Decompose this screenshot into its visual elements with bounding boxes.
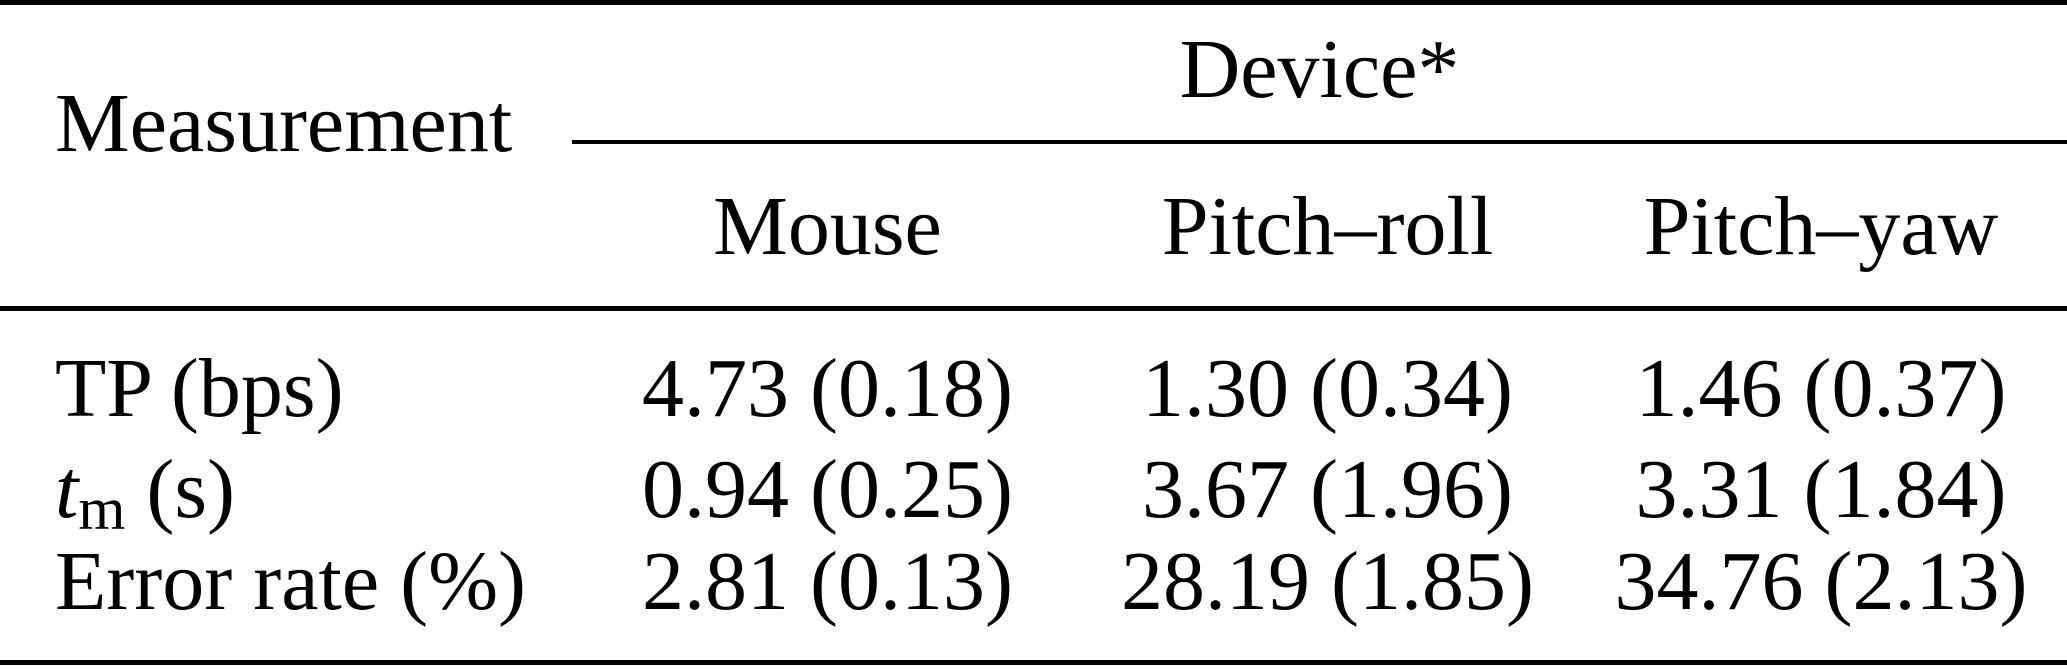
movement-time-variable: t [55, 443, 79, 536]
table-header-rule [0, 306, 2067, 311]
tp-mouse-value: 4.73 (0.18) [642, 342, 1013, 435]
error-rate-pitch-yaw-value: 34.76 (2.13) [1614, 535, 2028, 628]
device-group-underline-rule [572, 140, 2067, 144]
movement-time-unit: (s) [125, 443, 236, 536]
movement-time-pitch-roll-value: 3.67 (1.96) [1142, 443, 1513, 536]
table-top-rule [0, 0, 2067, 5]
error-rate-mouse-value: 2.81 (0.13) [642, 535, 1013, 628]
subheader-spacer [0, 172, 575, 282]
column-header-mouse: Mouse [713, 180, 942, 273]
tp-pitch-roll-value: 1.30 (0.34) [1142, 342, 1513, 435]
column-header-pitch-yaw: Pitch–yaw [1643, 180, 1999, 273]
row-label-error-rate: Error rate (%) [55, 535, 527, 628]
device-subheader-row: Mouse Pitch–roll Pitch–yaw [0, 172, 2067, 282]
table-row-movement-time: tm (s) 0.94 (0.25) 3.67 (1.96) 3.31 (1.8… [0, 435, 2067, 545]
error-rate-pitch-roll-value: 28.19 (1.85) [1121, 535, 1534, 628]
column-header-pitch-roll: Pitch–roll [1161, 180, 1494, 273]
table-row-error-rate: Error rate (%) 2.81 (0.13) 28.19 (1.85) … [0, 527, 2067, 637]
row-label-movement-time: tm (s) [0, 435, 575, 545]
device-group-header: Device* [1179, 23, 1460, 116]
movement-time-pitch-yaw-value: 3.31 (1.84) [1635, 443, 2007, 536]
movement-time-subscript: m [78, 476, 126, 544]
table-row-tp: TP (bps) 4.73 (0.18) 1.30 (0.34) 1.46 (0… [0, 334, 2067, 444]
measurement-column-header: Measurement [55, 77, 513, 170]
row-label-tp: TP (bps) [55, 342, 344, 435]
movement-time-mouse-value: 0.94 (0.25) [642, 443, 1013, 536]
table-bottom-rule [0, 660, 2067, 665]
tp-pitch-yaw-value: 1.46 (0.37) [1635, 342, 2007, 435]
